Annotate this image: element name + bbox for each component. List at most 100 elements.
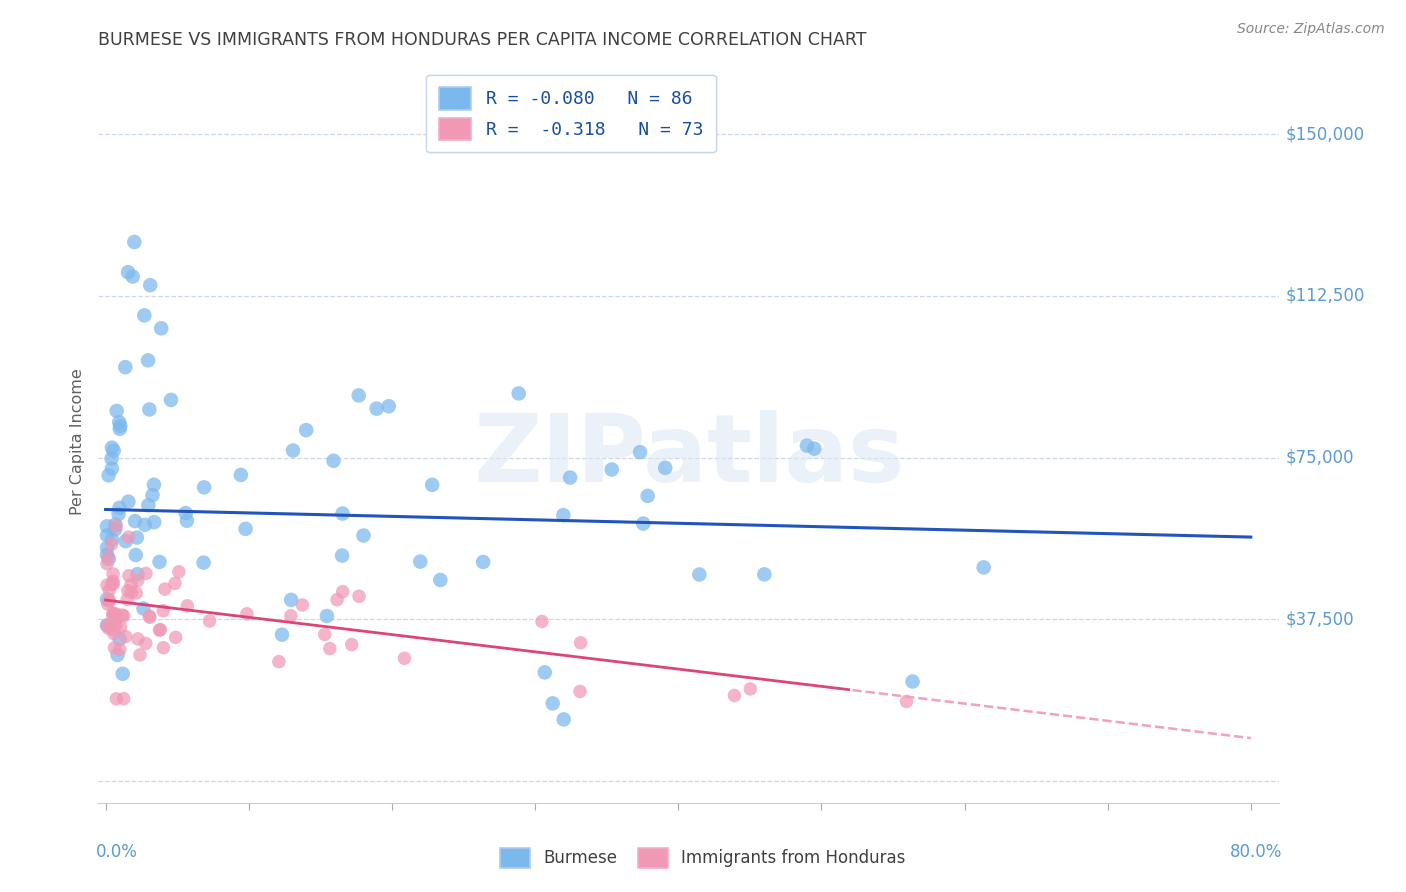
Point [120, 585, 142, 599]
Point [96, 557, 118, 571]
Point [366, 401, 388, 416]
Point [347, 589, 370, 603]
Point [163, 576, 186, 591]
Point [600, 462, 623, 476]
Point [108, 422, 131, 436]
Point [152, 640, 174, 655]
Point [332, 507, 354, 521]
Point [330, 549, 353, 563]
Point [98, 583, 121, 598]
Point [198, 614, 221, 628]
Point [229, 467, 252, 482]
Point [235, 522, 257, 536]
Point [114, 534, 136, 549]
Text: $150,000: $150,000 [1285, 125, 1364, 144]
Point [104, 517, 127, 532]
Point [112, 609, 135, 624]
Point [96, 578, 118, 592]
Point [394, 651, 416, 665]
Point [98, 594, 121, 608]
Point [110, 620, 132, 634]
Point [117, 265, 139, 279]
Point [803, 442, 825, 456]
Point [637, 489, 659, 503]
Point [101, 461, 124, 475]
Point [125, 531, 148, 545]
Point [420, 478, 443, 492]
Point [148, 623, 170, 637]
Legend: R = -0.080   N = 86, R =  -0.318   N = 73: R = -0.080 N = 86, R = -0.318 N = 73 [426, 75, 716, 153]
Point [97, 549, 120, 564]
Point [134, 309, 156, 323]
Point [896, 694, 918, 708]
Legend: Burmese, Immigrants from Honduras: Burmese, Immigrants from Honduras [494, 841, 912, 875]
Point [280, 593, 302, 607]
Point [148, 555, 170, 569]
Point [96, 528, 118, 542]
Point [281, 443, 304, 458]
Point [103, 443, 125, 458]
Point [117, 592, 139, 607]
Point [108, 415, 131, 429]
Point [152, 604, 174, 618]
Point [117, 583, 139, 598]
Text: 80.0%: 80.0% [1229, 843, 1282, 861]
Point [135, 566, 157, 581]
Point [135, 636, 157, 650]
Point [117, 494, 139, 508]
Text: BURMESE VS IMMIGRANTS FROM HONDURAS PER CAPITA INCOME CORRELATION CHART: BURMESE VS IMMIGRANTS FROM HONDURAS PER … [98, 31, 868, 49]
Text: $112,500: $112,500 [1285, 287, 1365, 305]
Point [167, 565, 190, 579]
Point [340, 638, 363, 652]
Point [105, 619, 128, 633]
Point [973, 560, 995, 574]
Point [353, 528, 375, 542]
Point [108, 500, 131, 515]
Point [291, 598, 314, 612]
Point [326, 592, 349, 607]
Point [127, 567, 149, 582]
Point [271, 627, 294, 641]
Point [101, 566, 124, 581]
Point [141, 488, 163, 502]
Point [134, 517, 156, 532]
Point [97, 468, 120, 483]
Point [138, 402, 160, 417]
Point [319, 641, 342, 656]
Point [103, 607, 125, 621]
Point [347, 388, 370, 402]
Point [174, 506, 197, 520]
Point [150, 321, 173, 335]
Point [688, 567, 710, 582]
Point [132, 601, 155, 615]
Point [409, 555, 432, 569]
Point [569, 684, 592, 698]
Point [105, 691, 128, 706]
Point [901, 674, 924, 689]
Point [193, 556, 215, 570]
Point [120, 577, 142, 591]
Point [628, 445, 651, 459]
Point [105, 519, 128, 533]
Point [121, 269, 143, 284]
Point [100, 537, 122, 551]
Point [101, 441, 124, 455]
Point [101, 533, 124, 547]
Point [96, 592, 118, 607]
Point [96, 541, 118, 555]
Point [139, 278, 162, 293]
Point [143, 515, 166, 529]
Point [295, 423, 318, 437]
Point [114, 630, 136, 644]
Point [101, 577, 124, 591]
Point [108, 632, 131, 646]
Point [316, 609, 339, 624]
Point [165, 631, 187, 645]
Point [176, 514, 198, 528]
Point [314, 627, 336, 641]
Point [117, 530, 139, 544]
Point [378, 399, 401, 413]
Point [472, 555, 495, 569]
Point [105, 607, 128, 622]
Point [97, 621, 120, 635]
